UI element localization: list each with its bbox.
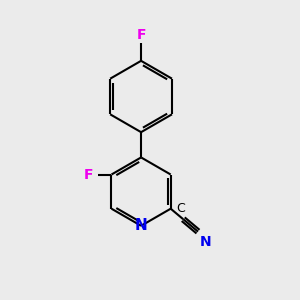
Text: F: F <box>84 167 94 182</box>
Text: C: C <box>176 202 185 215</box>
Text: N: N <box>135 218 148 233</box>
Text: N: N <box>200 235 211 249</box>
Text: F: F <box>136 28 146 41</box>
